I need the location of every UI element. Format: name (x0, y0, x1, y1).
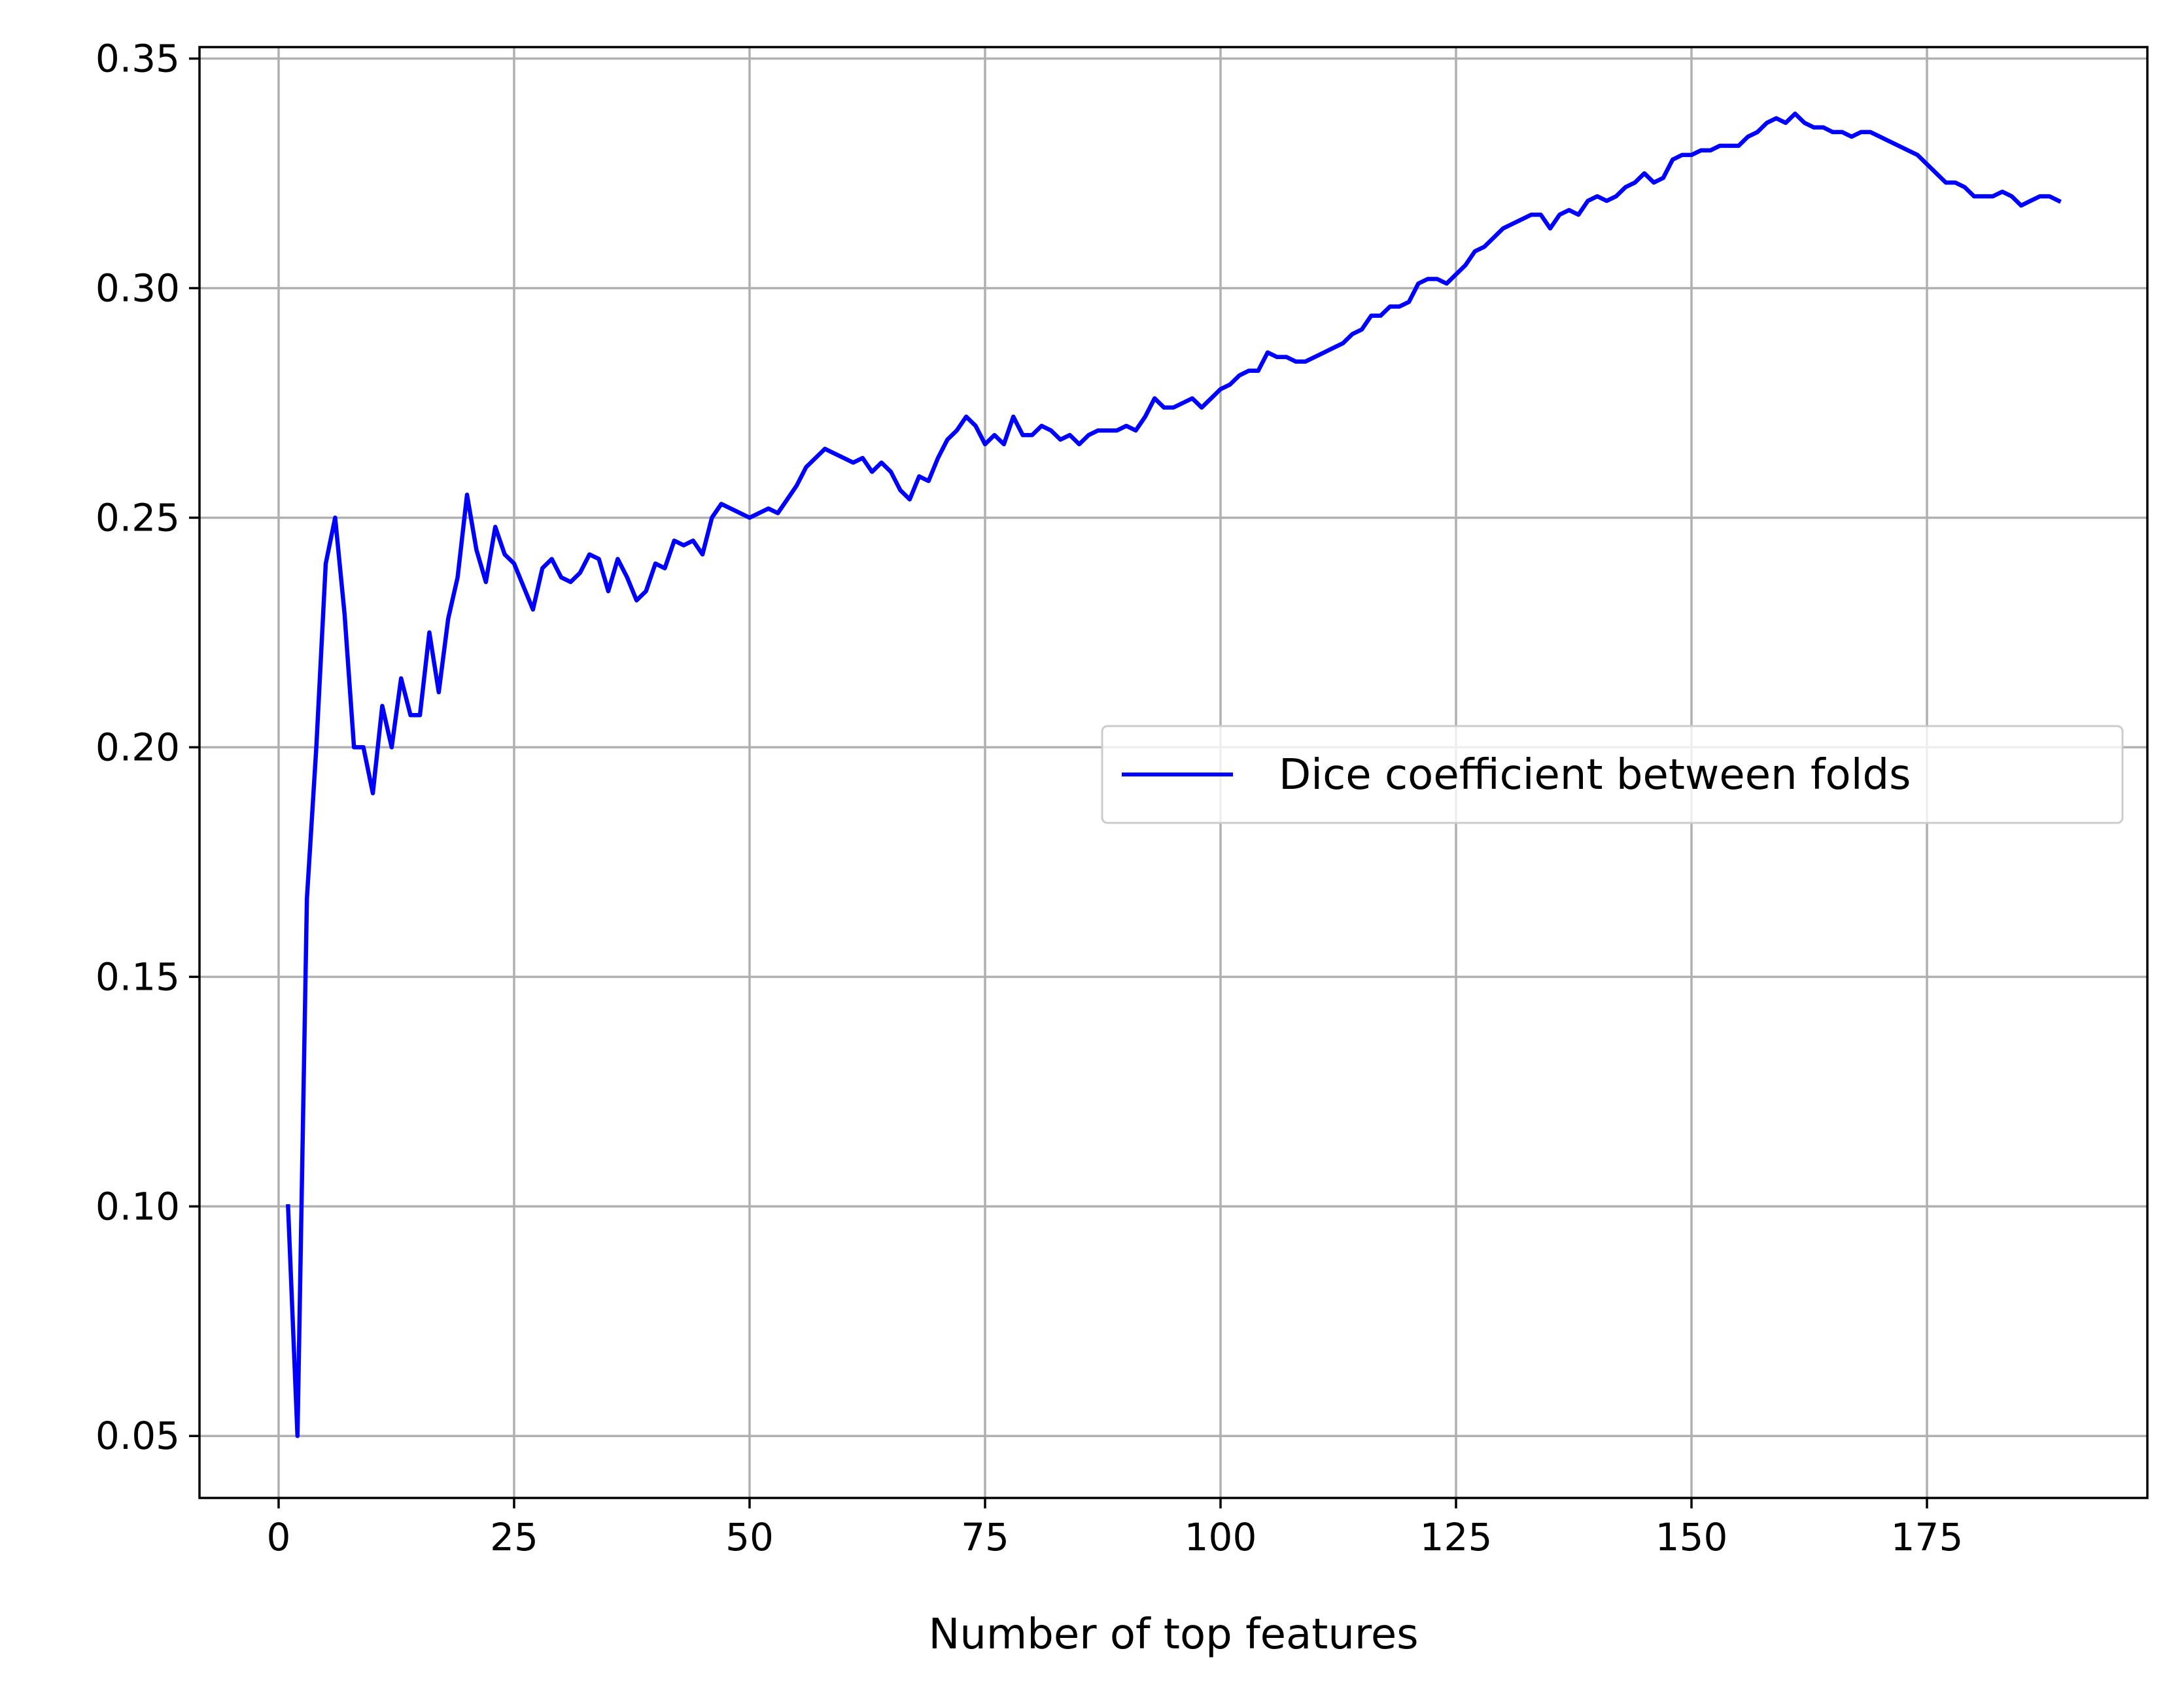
plot-area-frame (198, 46, 2149, 1499)
x-axis-ticks: 0 25 50 75 100 125 150 175 (267, 1498, 1964, 1559)
y-axis-ticks: 0.05 0.10 0.15 0.20 0.25 0.30 0.35 (95, 37, 199, 1458)
y-tick-label: 0.15 (95, 954, 180, 999)
x-tick-label: 50 (725, 1515, 774, 1559)
x-tick-label: 0 (267, 1515, 291, 1559)
x-tick-label: 100 (1185, 1515, 1257, 1559)
x-tick-label: 75 (961, 1515, 1009, 1559)
x-tick-label: 25 (490, 1515, 538, 1559)
series-layer (286, 111, 2062, 1438)
y-tick-label: 0.35 (95, 37, 180, 81)
legend-label: Dice coefficient between folds (1279, 751, 1911, 799)
y-tick-label: 0.05 (95, 1414, 180, 1458)
legend-box (1101, 725, 2124, 824)
y-tick-label: 0.25 (95, 495, 180, 540)
x-tick-label: 150 (1655, 1515, 1728, 1559)
y-tick-label: 0.10 (95, 1184, 180, 1228)
series-line (286, 111, 2062, 1438)
x-axis-label: Number of top features (928, 1610, 1418, 1659)
legend: Dice coefficient between folds (1101, 725, 2124, 824)
x-tick-label: 175 (1891, 1515, 1964, 1559)
x-tick-label: 125 (1420, 1515, 1493, 1559)
y-tick-label: 0.20 (95, 725, 180, 769)
y-tick-label: 0.30 (95, 266, 180, 310)
